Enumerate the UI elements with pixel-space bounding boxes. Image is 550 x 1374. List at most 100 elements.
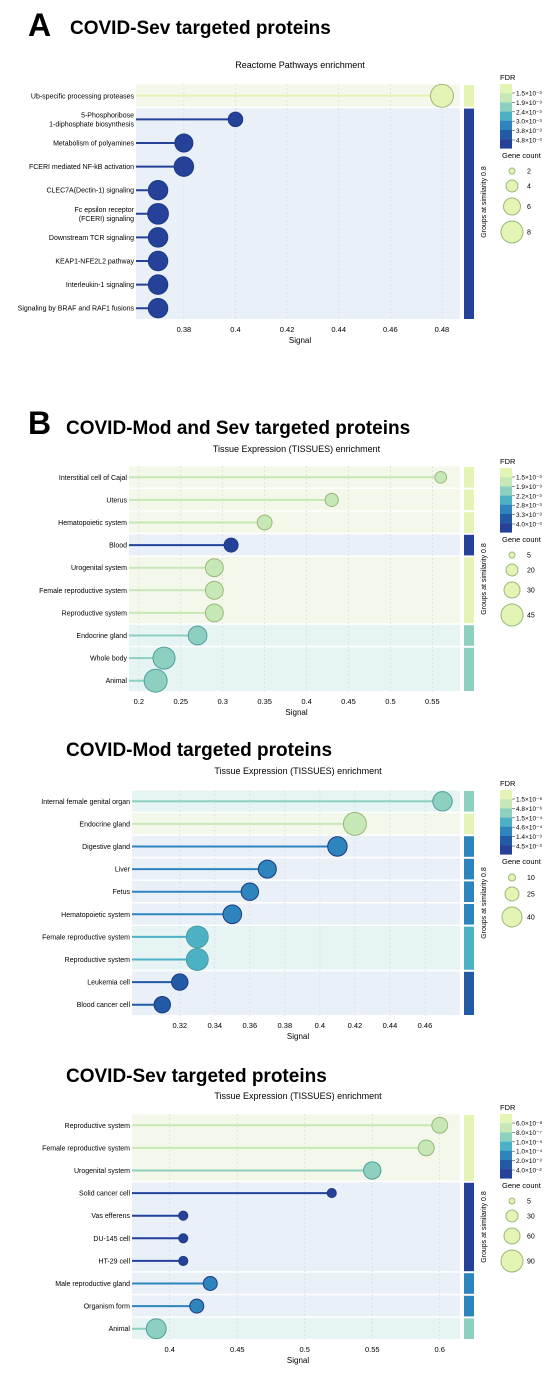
fdr-legend-label: 3.8×10⁻³ [516,128,542,135]
gene-count-legend-circle [503,581,521,599]
x-axis-label: Signal [287,1356,309,1365]
fdr-color-step [500,836,512,846]
group-strip [464,1115,474,1181]
gene-count-legend-circle [508,1197,516,1205]
gene-count-legend-label: 10 [527,875,535,882]
group-band [132,880,460,902]
data-point [145,1318,167,1340]
fdr-color-step [500,1141,512,1151]
category-label: Endocrine gland [79,821,130,828]
fdr-color-step [500,845,512,855]
chart-3: Tissue Expression (TISSUES) enrichment 0.… [41,766,542,1041]
fdr-color-step [500,111,512,121]
x-tick-label: 0.46 [383,325,398,334]
fdr-color-step [500,817,512,827]
gene-count-legend-circle [504,886,520,902]
group-strip [464,108,474,319]
data-point [363,1161,382,1180]
fdr-color-step [500,808,512,818]
x-tick-label: 0.55 [365,1345,380,1354]
data-point [227,111,244,128]
gene-count-legend-circle [503,1227,521,1245]
group-band [132,1295,460,1317]
category-label: Blood [109,543,127,550]
gene-count-legend-label: 4 [527,184,531,191]
x-tick-label: 0.44 [331,325,346,334]
fdr-legend-label: 1.5×10⁻⁶ [516,797,542,804]
gene-count-legend-circle [508,167,516,175]
chart-1: Reactome Pathways enrichment 0.38 0.4 0.42 0… [18,60,543,345]
sev-heading: COVID-Sev targeted proteins [66,1066,327,1087]
category-label: HT-29 cell [98,1258,130,1265]
group-strip [464,557,474,624]
fdr-color-step [500,486,512,496]
category-label: Animal [106,678,128,685]
data-point [204,580,224,600]
fdr-legend-label: 1.5×10⁻³ [516,475,542,482]
group-strip [464,791,474,812]
gene-count-legend-title: Gene count [502,1181,542,1190]
data-point [178,1255,189,1266]
group-strip [464,836,474,857]
x-tick-label: 0.25 [173,697,188,706]
x-tick-label: 0.55 [425,697,440,706]
group-band [129,647,460,691]
group-strip [464,489,474,511]
gene-count-legend-label: 30 [527,588,535,595]
fdr-color-step [500,790,512,800]
gene-count-legend-circle [500,1249,524,1273]
group-strip [464,1273,474,1294]
fdr-color-step [500,1160,512,1170]
fdr-color-step [500,468,512,478]
group-strip [464,647,474,691]
panel-b-letter: B [28,405,51,441]
chart-title: Reactome Pathways enrichment [235,60,365,70]
group-strip [464,858,474,880]
fdr-legend-label: 4.0×10⁻³ [516,522,542,529]
x-tick-label: 0.32 [172,1021,187,1030]
gene-count-legend-label: 2 [527,169,531,176]
gene-count-legend-circle [508,873,516,882]
x-tick-label: 0.34 [208,1021,223,1030]
category-label: Male reproductive gland [55,1281,130,1288]
category-label: Leukemia cell [87,980,130,987]
groups-axis-label: Groups at similarity 0.8 [481,1191,488,1263]
x-tick-label: 0.38 [278,1021,293,1030]
category-label: 1-diphosphate biosynthesis [49,121,134,128]
fdr-color-step [500,826,512,837]
data-point [257,859,277,879]
category-label: Fc epsilon receptor [74,207,134,214]
data-point [147,179,169,201]
gene-count-legend-label: 40 [527,915,535,922]
category-label: Uterus [106,497,127,504]
gene-count-legend-circle [508,551,516,559]
category-label: KEAP1-NFE2L2 pathway [55,259,134,266]
category-label: Endocrine gland [76,633,127,640]
category-label: Female reproductive system [39,588,127,595]
gene-count-legend-label: 90 [527,1259,535,1266]
fdr-legend-title: FDR [500,1103,516,1112]
group-band [129,624,460,646]
fdr-legend-title: FDR [500,457,516,466]
data-point [147,274,169,295]
group-strip [464,512,474,533]
fdr-legend-label: 2.2×10⁻³ [516,493,542,500]
fdr-color-ramp [500,1114,512,1179]
x-tick-label: 0.5 [385,697,395,706]
gene-count-legend-circle [503,197,521,216]
group-strip [464,1295,474,1317]
x-tick-label: 0.4 [315,1021,325,1030]
fdr-color-step [500,495,512,505]
fdr-color-step [500,1114,512,1124]
x-tick-label: 0.38 [177,325,192,334]
data-point [432,791,453,812]
fdr-color-step [500,139,512,149]
category-label: Interleukin-1 signaling [66,282,134,289]
group-band [129,534,460,556]
gene-count-legend-title: Gene count [502,151,542,160]
x-tick-label: 0.4 [165,1345,175,1354]
x-tick-label: 0.42 [348,1021,363,1030]
gene-count-legend-title: Gene count [502,857,542,866]
group-strip [464,926,474,970]
category-label: Urogenital system [71,565,127,572]
